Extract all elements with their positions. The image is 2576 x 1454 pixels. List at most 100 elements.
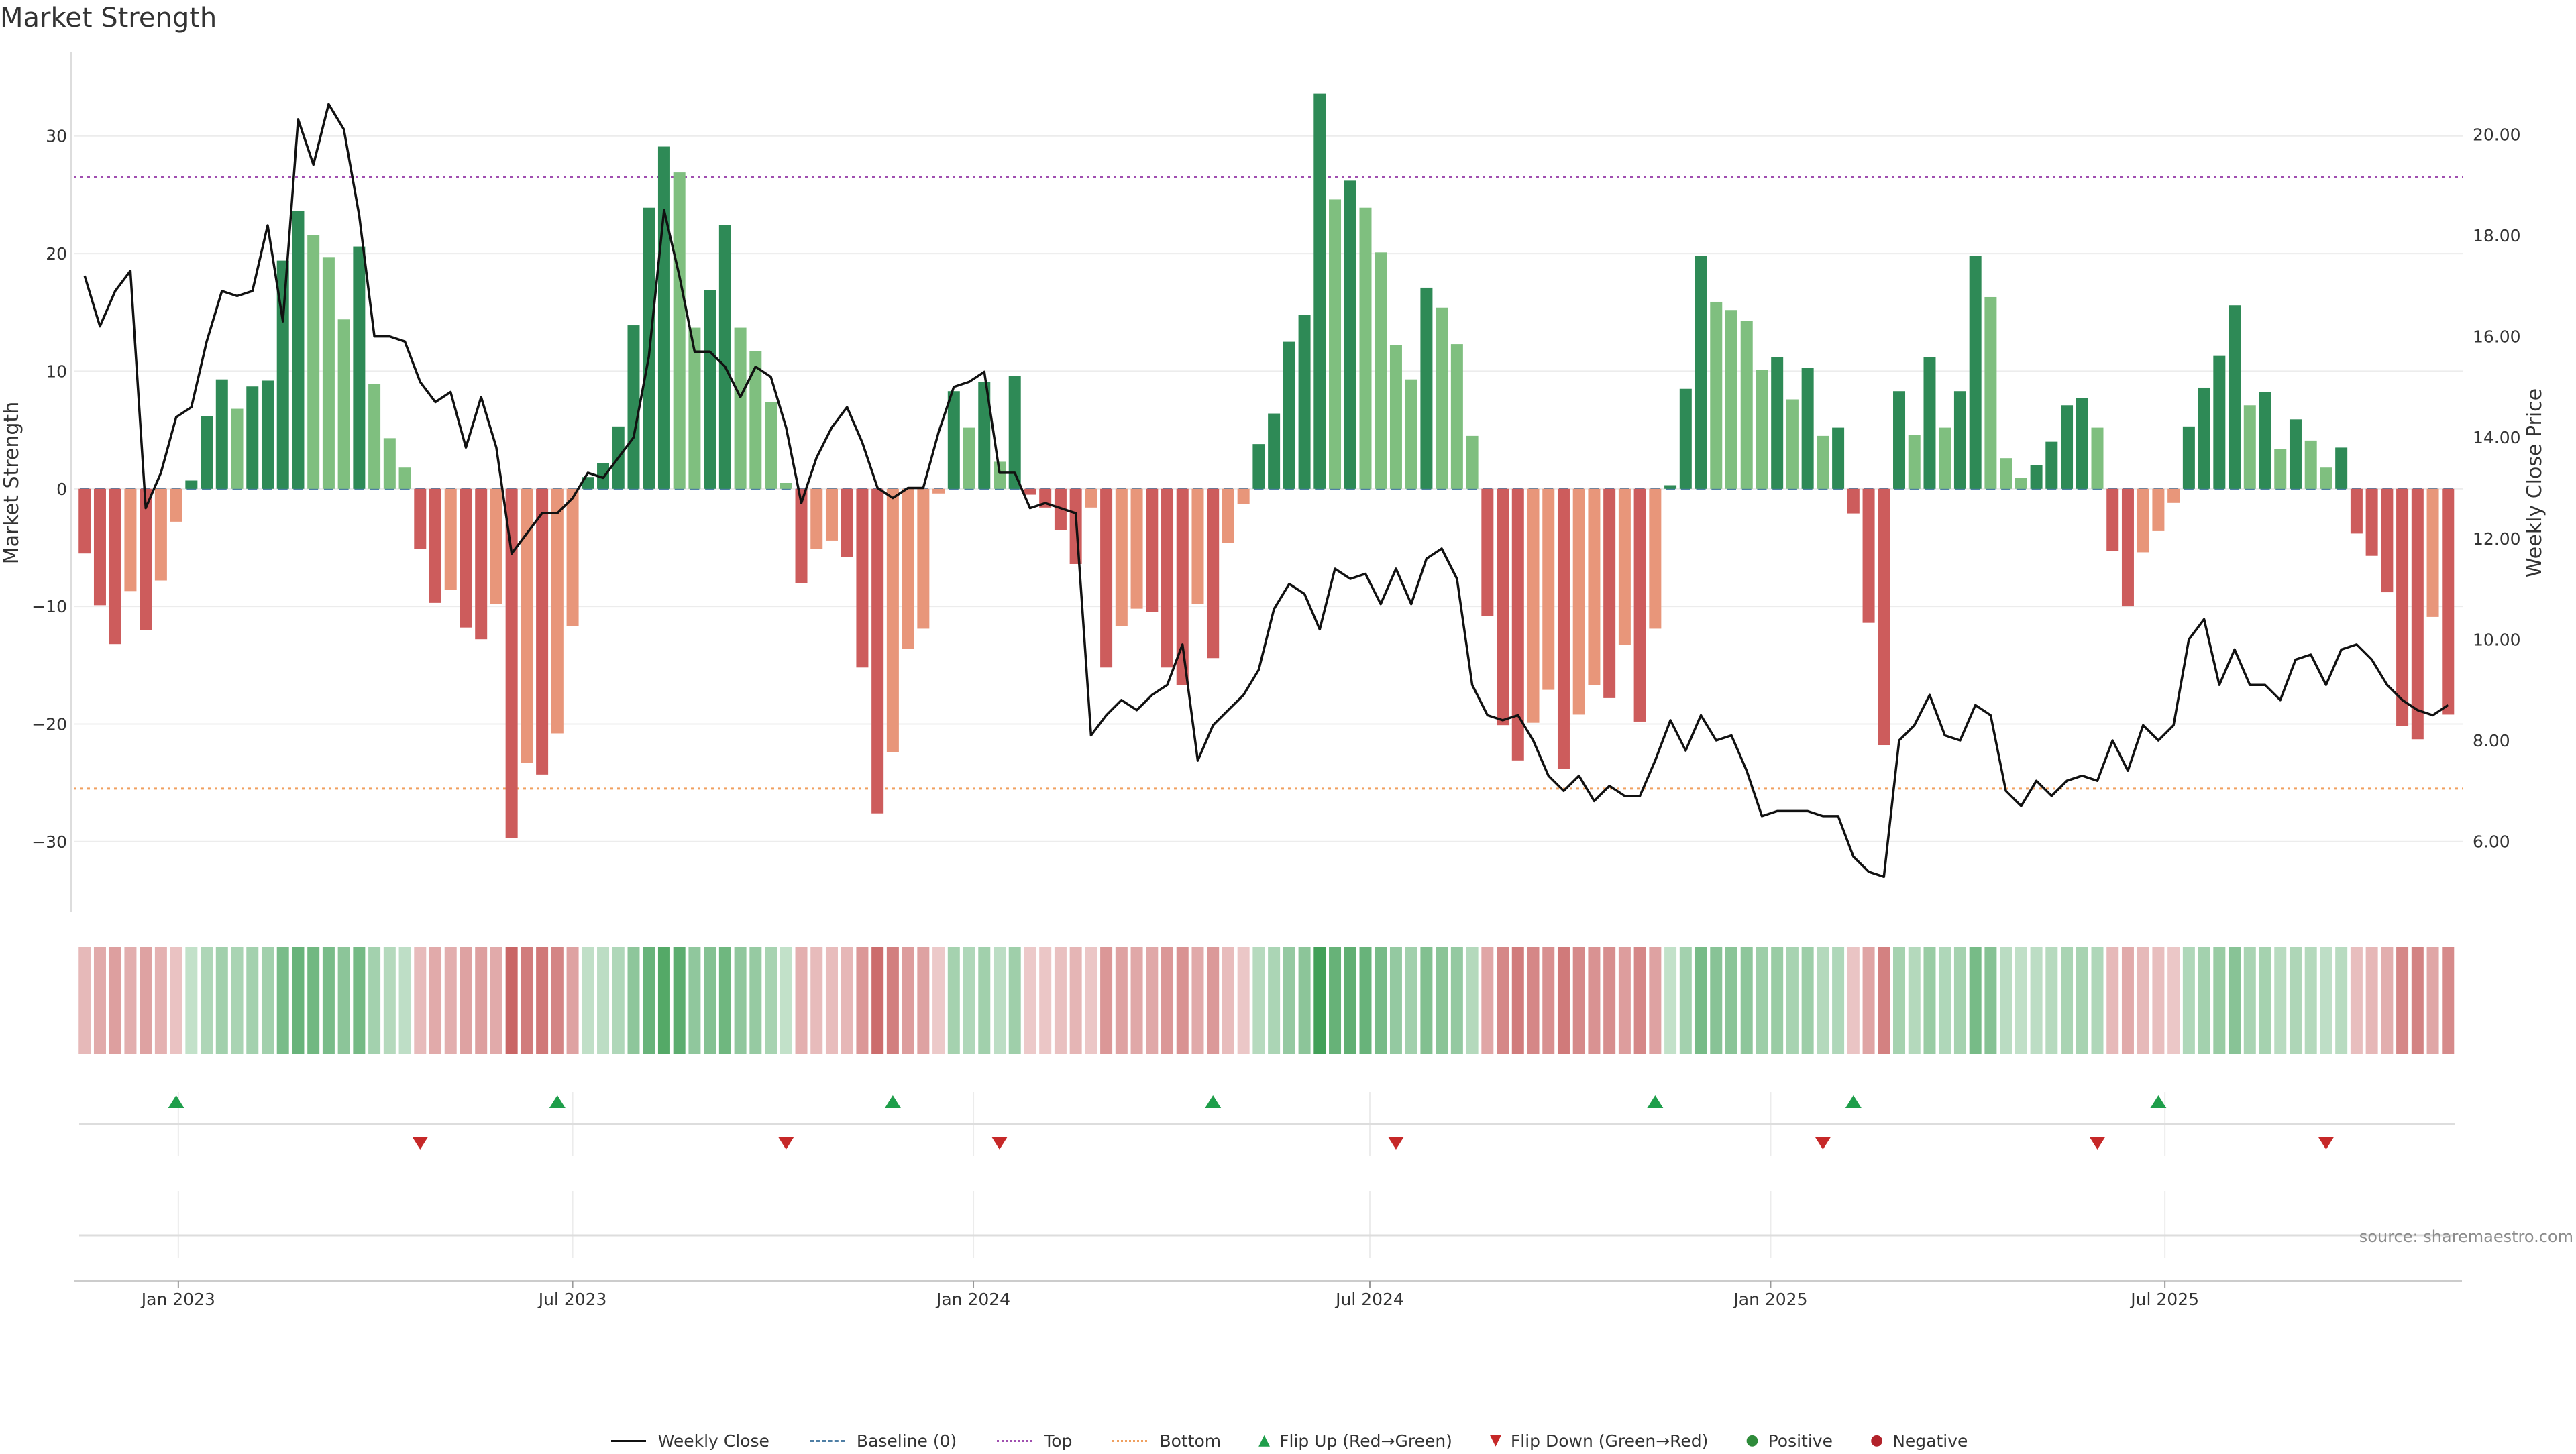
strength-bar xyxy=(490,488,502,604)
strength-bar xyxy=(856,488,869,668)
strength-bar xyxy=(1939,427,1951,489)
strength-bar xyxy=(398,467,411,489)
triangle-down-icon: ▼ xyxy=(1489,1432,1501,1449)
strength-bar xyxy=(1633,488,1646,722)
left-tick-label: 30 xyxy=(46,127,67,146)
left-tick-label: 0 xyxy=(56,480,67,499)
strength-bar xyxy=(93,488,106,606)
strength-bar xyxy=(1146,488,1159,612)
heat-cell xyxy=(170,947,182,1054)
heat-cell xyxy=(2426,947,2439,1054)
heat-cell xyxy=(1511,947,1524,1054)
left-tick-label: 20 xyxy=(46,244,67,264)
strength-bar xyxy=(1847,488,1860,514)
strength-bar xyxy=(124,488,137,592)
flip-down-marker xyxy=(412,1137,429,1150)
heat-cell xyxy=(1100,947,1113,1054)
strength-bar xyxy=(261,380,274,489)
heat-cell xyxy=(1450,947,1463,1054)
legend-label: Weekly Close xyxy=(657,1431,769,1451)
heat-cell xyxy=(521,947,533,1054)
right-axis-title: Weekly Close Price xyxy=(2523,388,2546,577)
strength-bar xyxy=(1603,488,1616,698)
strength-bar xyxy=(2365,488,2378,556)
legend-item: Bottom xyxy=(1110,1431,1221,1451)
heat-cell xyxy=(1313,947,1326,1054)
heat-cell xyxy=(1801,947,1814,1054)
heat-cell xyxy=(718,947,731,1054)
heat-cell xyxy=(2304,947,2317,1054)
strength-bar xyxy=(1908,435,1921,489)
strength-bar xyxy=(780,483,792,489)
strength-bar xyxy=(353,246,366,489)
flip-up-marker xyxy=(884,1095,901,1108)
heat-cell xyxy=(2137,947,2149,1054)
heat-cell xyxy=(2243,947,2256,1054)
heat-cell xyxy=(1771,947,1784,1054)
flip-down-marker xyxy=(777,1137,794,1150)
strength-bar xyxy=(2076,398,2088,489)
heat-cell xyxy=(2274,947,2287,1054)
strength-bar xyxy=(597,463,610,489)
heat-cell xyxy=(597,947,610,1054)
strength-bar xyxy=(2182,426,2195,489)
strength-bar xyxy=(932,488,945,494)
heat-cell xyxy=(1984,947,1997,1054)
heat-cell xyxy=(444,947,457,1054)
strength-bar xyxy=(475,488,488,640)
strength-bar xyxy=(1923,357,1936,489)
heat-cell xyxy=(1207,947,1220,1054)
heat-cell xyxy=(429,947,442,1054)
flip-down-marker xyxy=(2318,1137,2334,1150)
heat-cell xyxy=(1237,947,1250,1054)
legend-item: Top xyxy=(994,1431,1072,1451)
heat-cell xyxy=(1908,947,1921,1054)
weekly-close-line xyxy=(83,103,2449,879)
strength-bar xyxy=(1953,391,1966,489)
heat-cell xyxy=(475,947,488,1054)
legend-item: ● Positive xyxy=(1746,1431,1833,1451)
heat-cell xyxy=(2167,947,2180,1054)
heat-cell xyxy=(612,947,625,1054)
strength-bar xyxy=(2061,405,2074,489)
strength-bar xyxy=(2229,305,2241,489)
heat-cell xyxy=(1969,947,1982,1054)
strength-bar xyxy=(1313,93,1326,489)
heat-cell xyxy=(627,947,640,1054)
strength-bar xyxy=(1771,357,1784,489)
heat-cell xyxy=(1923,947,1936,1054)
strength-bar xyxy=(231,408,244,489)
x-tick-label: Jan 2025 xyxy=(1732,1290,1807,1309)
heat-cell xyxy=(383,947,396,1054)
heat-cell xyxy=(276,947,289,1054)
strength-bar xyxy=(1679,388,1692,489)
heat-cell xyxy=(505,947,518,1054)
circle-icon: ● xyxy=(1870,1432,1884,1449)
strength-bar xyxy=(292,211,305,489)
strength-bar xyxy=(505,488,518,838)
strength-bar xyxy=(154,488,167,581)
strength-bar xyxy=(1466,435,1479,489)
heat-cell xyxy=(978,947,991,1054)
heat-cell xyxy=(1710,947,1723,1054)
market-strength-chart: 30 20 10 0 −10 −20 −30 20.00 18.00 16.00 14.00 12.0… xyxy=(0,52,2573,1309)
strength-bar xyxy=(170,488,182,522)
heat-cell xyxy=(2106,947,2119,1054)
strength-bar xyxy=(1359,207,1372,489)
strength-bar xyxy=(1161,488,1174,668)
strength-bar xyxy=(1801,368,1814,489)
strength-bar xyxy=(566,488,579,626)
strength-bar xyxy=(963,427,975,489)
right-tick-label: 18.00 xyxy=(2473,226,2521,245)
strength-bar xyxy=(1542,488,1555,690)
strength-bar xyxy=(902,488,914,649)
strength-bar xyxy=(1481,488,1494,616)
strength-bar xyxy=(1252,444,1265,489)
strength-bar xyxy=(246,386,259,489)
heat-cell xyxy=(2229,947,2241,1054)
right-tick-label: 10.00 xyxy=(2473,630,2521,649)
heat-cell xyxy=(231,947,244,1054)
legend-label: Positive xyxy=(1768,1431,1833,1451)
strength-bar xyxy=(627,325,640,489)
heat-cell xyxy=(947,947,960,1054)
